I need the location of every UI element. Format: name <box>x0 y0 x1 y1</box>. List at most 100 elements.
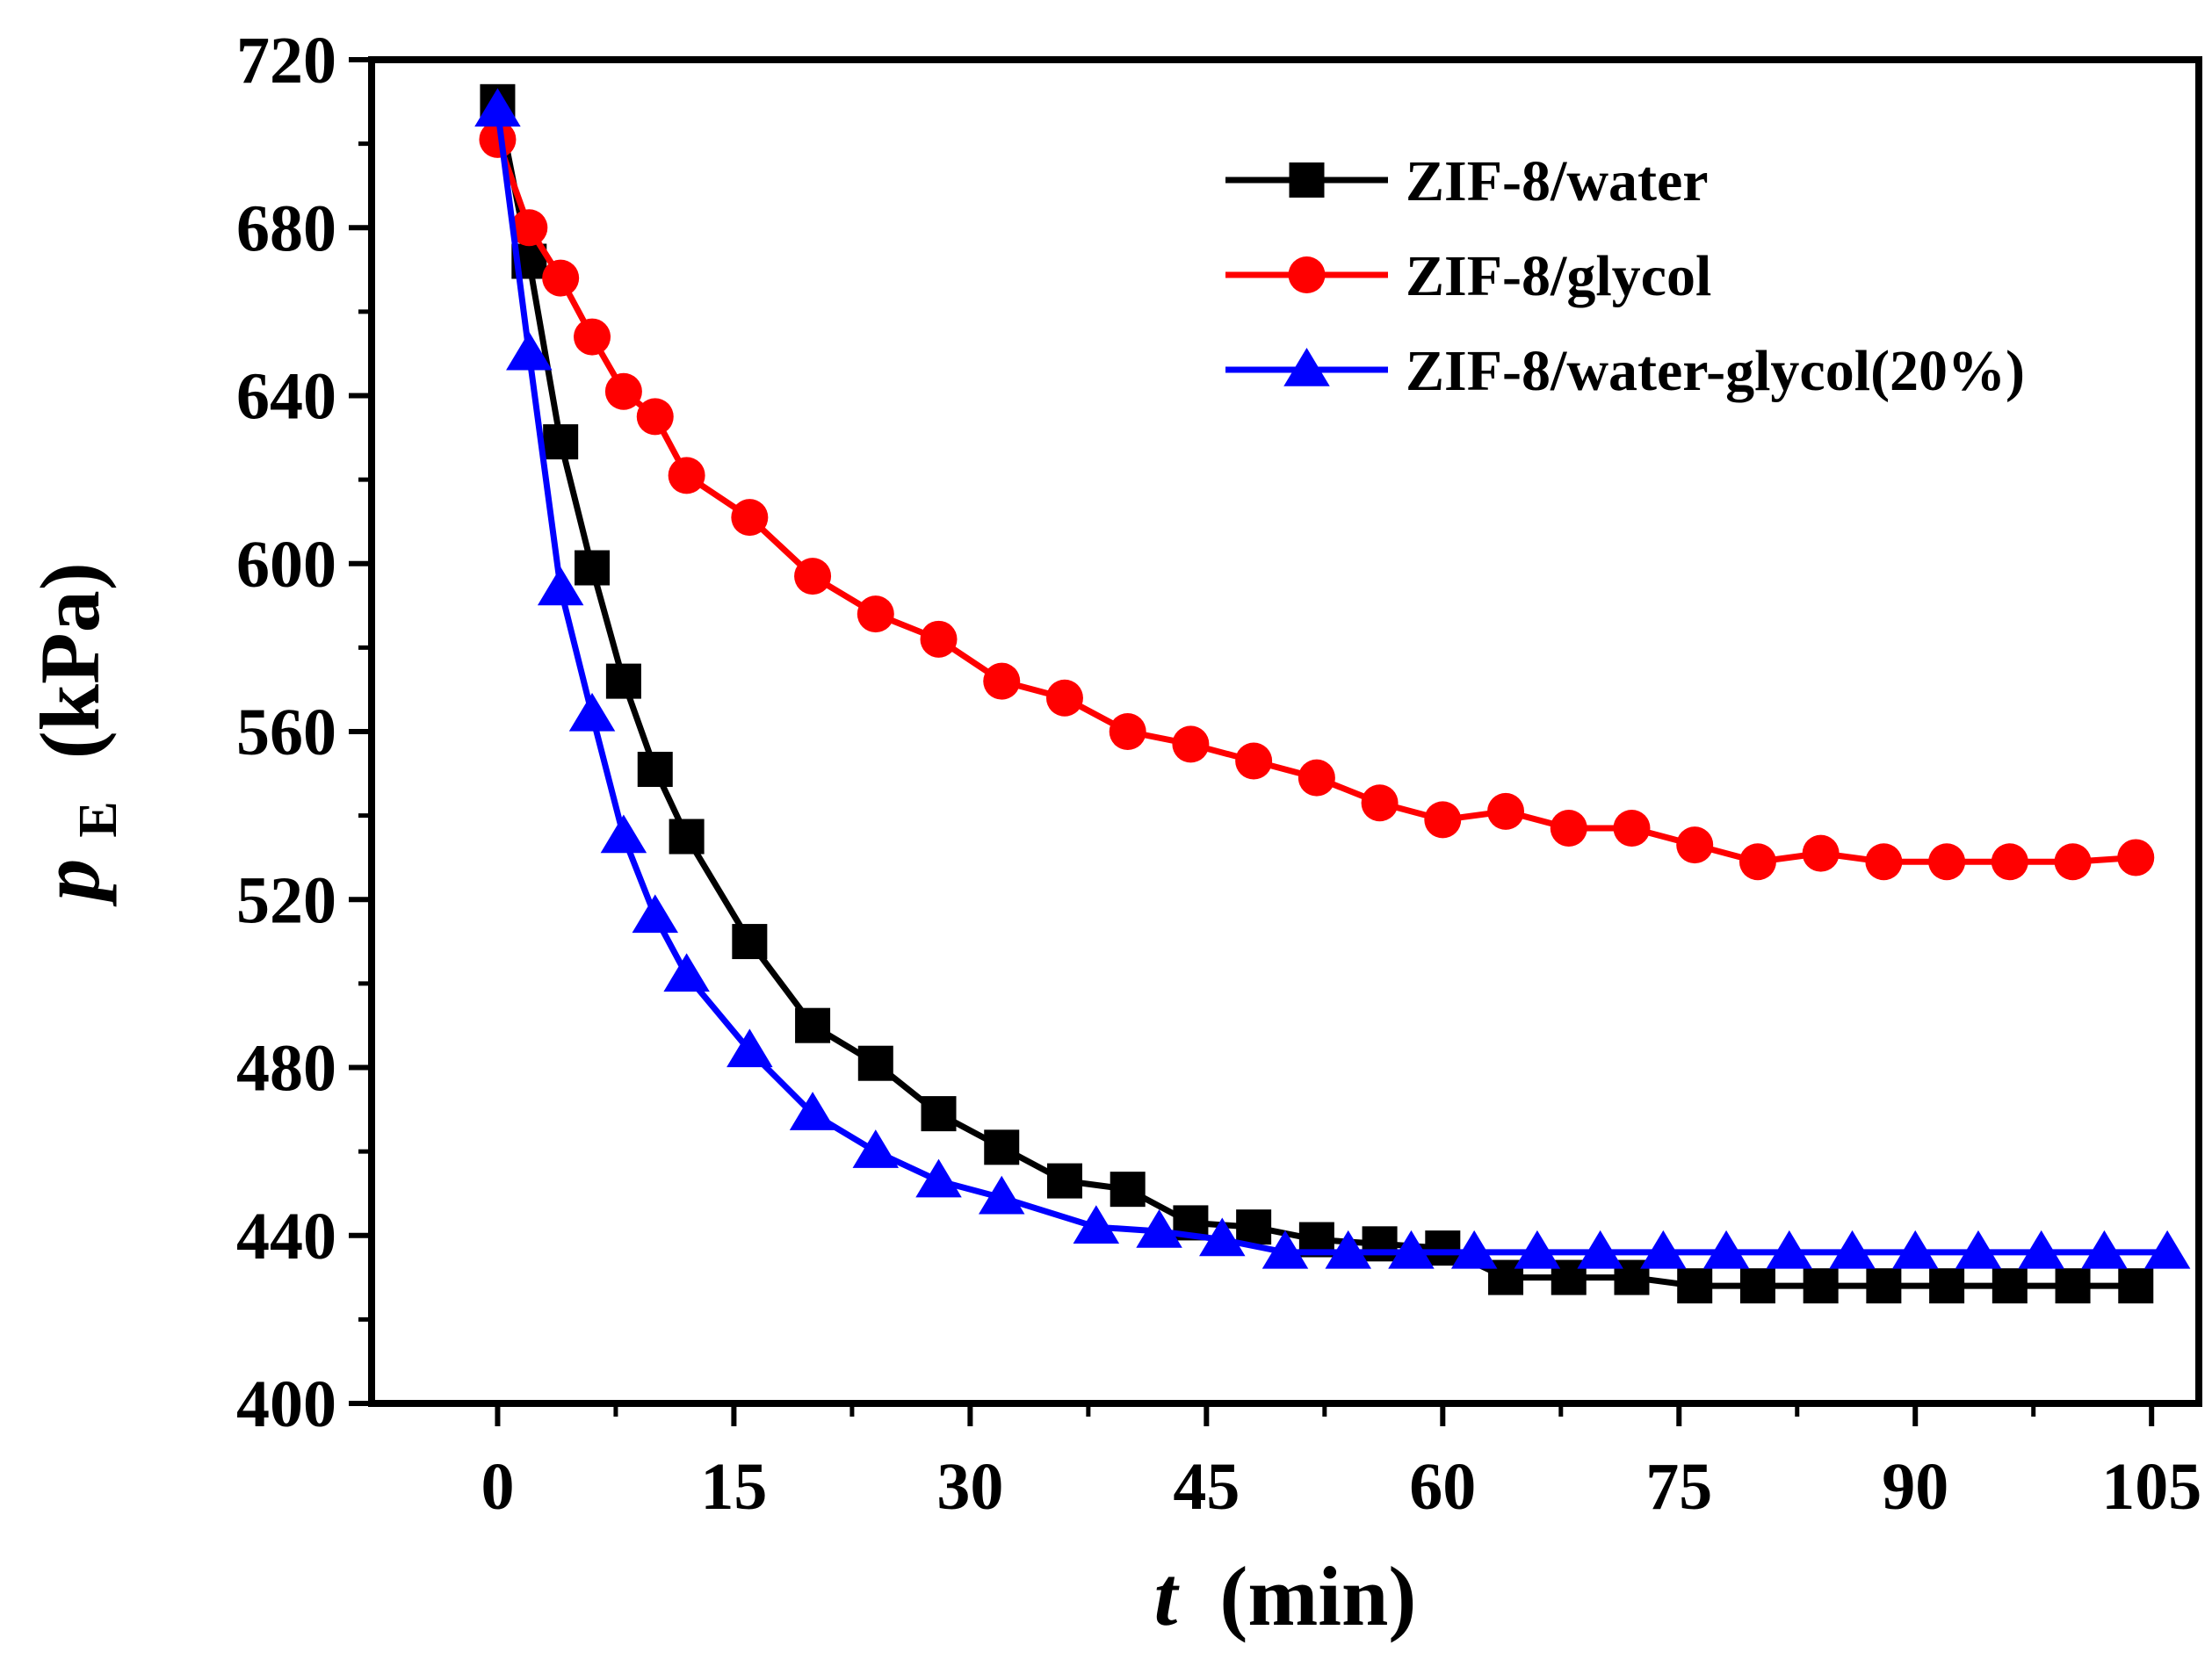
series-2 <box>479 120 2155 881</box>
data-point <box>1362 1226 1398 1262</box>
y-tick-label: 560 <box>236 696 336 769</box>
y-tick-label: 640 <box>236 360 336 434</box>
data-point <box>852 1129 900 1168</box>
x-axis-title: t (min) <box>1154 1549 1417 1643</box>
legend-marker <box>1288 256 1326 293</box>
data-point <box>726 1028 773 1068</box>
data-point <box>921 1096 957 1132</box>
data-point <box>668 457 705 494</box>
data-point <box>732 924 768 960</box>
data-point <box>637 752 673 788</box>
data-point <box>1110 1172 1146 1208</box>
data-point <box>1045 679 1083 717</box>
data-point <box>568 692 616 732</box>
data-point <box>1236 1209 1272 1245</box>
legend-entry: ZIF-8/glycol <box>1225 244 1711 308</box>
data-point <box>663 953 710 992</box>
x-tick-label: 60 <box>1409 1450 1476 1524</box>
data-point <box>920 620 958 658</box>
data-point <box>1955 1230 2002 1269</box>
data-point <box>2118 1268 2154 1304</box>
data-point <box>1550 809 1587 847</box>
data-point <box>795 1007 831 1043</box>
data-point <box>1450 1230 1498 1269</box>
data-point <box>1361 784 1399 822</box>
data-point <box>1235 742 1273 780</box>
data-point <box>2018 1230 2064 1269</box>
data-point <box>1803 1268 1839 1304</box>
data-point <box>1928 843 1966 881</box>
data-point <box>794 558 832 595</box>
x-tick-label: 45 <box>1173 1450 1240 1524</box>
legend-label: ZIF-8/glycol <box>1406 244 1711 308</box>
data-point <box>479 120 517 158</box>
data-point <box>1802 834 1840 872</box>
x-tick-label: 90 <box>1882 1450 1948 1524</box>
y-axis-title: p E (kPa) <box>23 562 134 906</box>
y-axis-subscript: E <box>69 801 128 837</box>
x-axis-variable: t <box>1154 1549 1181 1643</box>
data-point <box>1514 1230 1561 1269</box>
data-point <box>1739 1268 1775 1304</box>
y-axis-unit: (kPa) <box>23 562 117 759</box>
data-point <box>978 1175 1025 1215</box>
legend-entry: ZIF-8/water <box>1225 149 1709 213</box>
x-tick-label: 15 <box>700 1450 767 1524</box>
data-point <box>1991 843 2028 881</box>
data-point <box>1766 1230 1813 1269</box>
data-point <box>2054 843 2092 881</box>
data-point <box>1866 1268 1902 1304</box>
data-point <box>1992 1268 2028 1304</box>
data-point <box>984 1129 1020 1165</box>
data-point <box>543 424 579 460</box>
data-point <box>731 499 769 537</box>
series-3 <box>474 88 2191 1269</box>
data-point <box>1577 1230 1623 1269</box>
data-point <box>1199 1217 1246 1257</box>
data-point <box>1677 1268 1713 1304</box>
data-point <box>1929 1268 1965 1304</box>
y-tick-label: 440 <box>236 1200 336 1273</box>
y-tick-label: 520 <box>236 863 336 937</box>
data-point <box>1261 1230 1309 1269</box>
x-tick-label: 0 <box>481 1450 514 1524</box>
data-point <box>1325 1230 1371 1269</box>
y-axis-variable: p <box>23 859 117 907</box>
data-point <box>1829 1230 1876 1269</box>
data-point <box>510 209 548 247</box>
data-point <box>1487 792 1525 830</box>
series-layer <box>474 83 2191 1304</box>
data-point <box>506 331 553 371</box>
data-point <box>542 259 580 297</box>
x-axis-unit: (min) <box>1219 1549 1416 1643</box>
data-point <box>575 550 611 586</box>
data-point <box>1613 809 1651 847</box>
data-point <box>1891 1230 1939 1269</box>
data-point <box>1388 1230 1435 1269</box>
y-tick-label: 680 <box>236 191 336 265</box>
data-point <box>574 318 611 356</box>
data-point <box>474 88 521 127</box>
data-point <box>1109 713 1146 750</box>
x-tick-label: 30 <box>936 1450 1003 1524</box>
data-point <box>669 819 705 855</box>
data-point <box>1425 1230 1461 1266</box>
data-point <box>1865 843 1903 881</box>
x-tick-label: 105 <box>2101 1450 2201 1524</box>
data-point <box>1073 1205 1120 1244</box>
data-point <box>1172 725 1210 763</box>
data-point <box>1702 1230 1750 1269</box>
data-point <box>2081 1230 2128 1269</box>
axis-ticks: 0 15 30 45 60 75 90 105 400 440 480 520 560 600 640 680… <box>236 24 2201 1524</box>
data-point <box>1046 1163 1082 1199</box>
legend-marker <box>1283 348 1330 386</box>
data-point <box>1640 1230 1687 1269</box>
data-point <box>632 894 679 934</box>
data-point <box>604 372 642 410</box>
y-tick-label: 480 <box>236 1032 336 1106</box>
data-point <box>605 663 641 699</box>
data-point <box>2117 839 2155 876</box>
legend-entry: ZIF-8/water-glycol(20%) <box>1225 339 2025 403</box>
data-point <box>1136 1208 1182 1248</box>
data-point <box>857 1045 893 1081</box>
